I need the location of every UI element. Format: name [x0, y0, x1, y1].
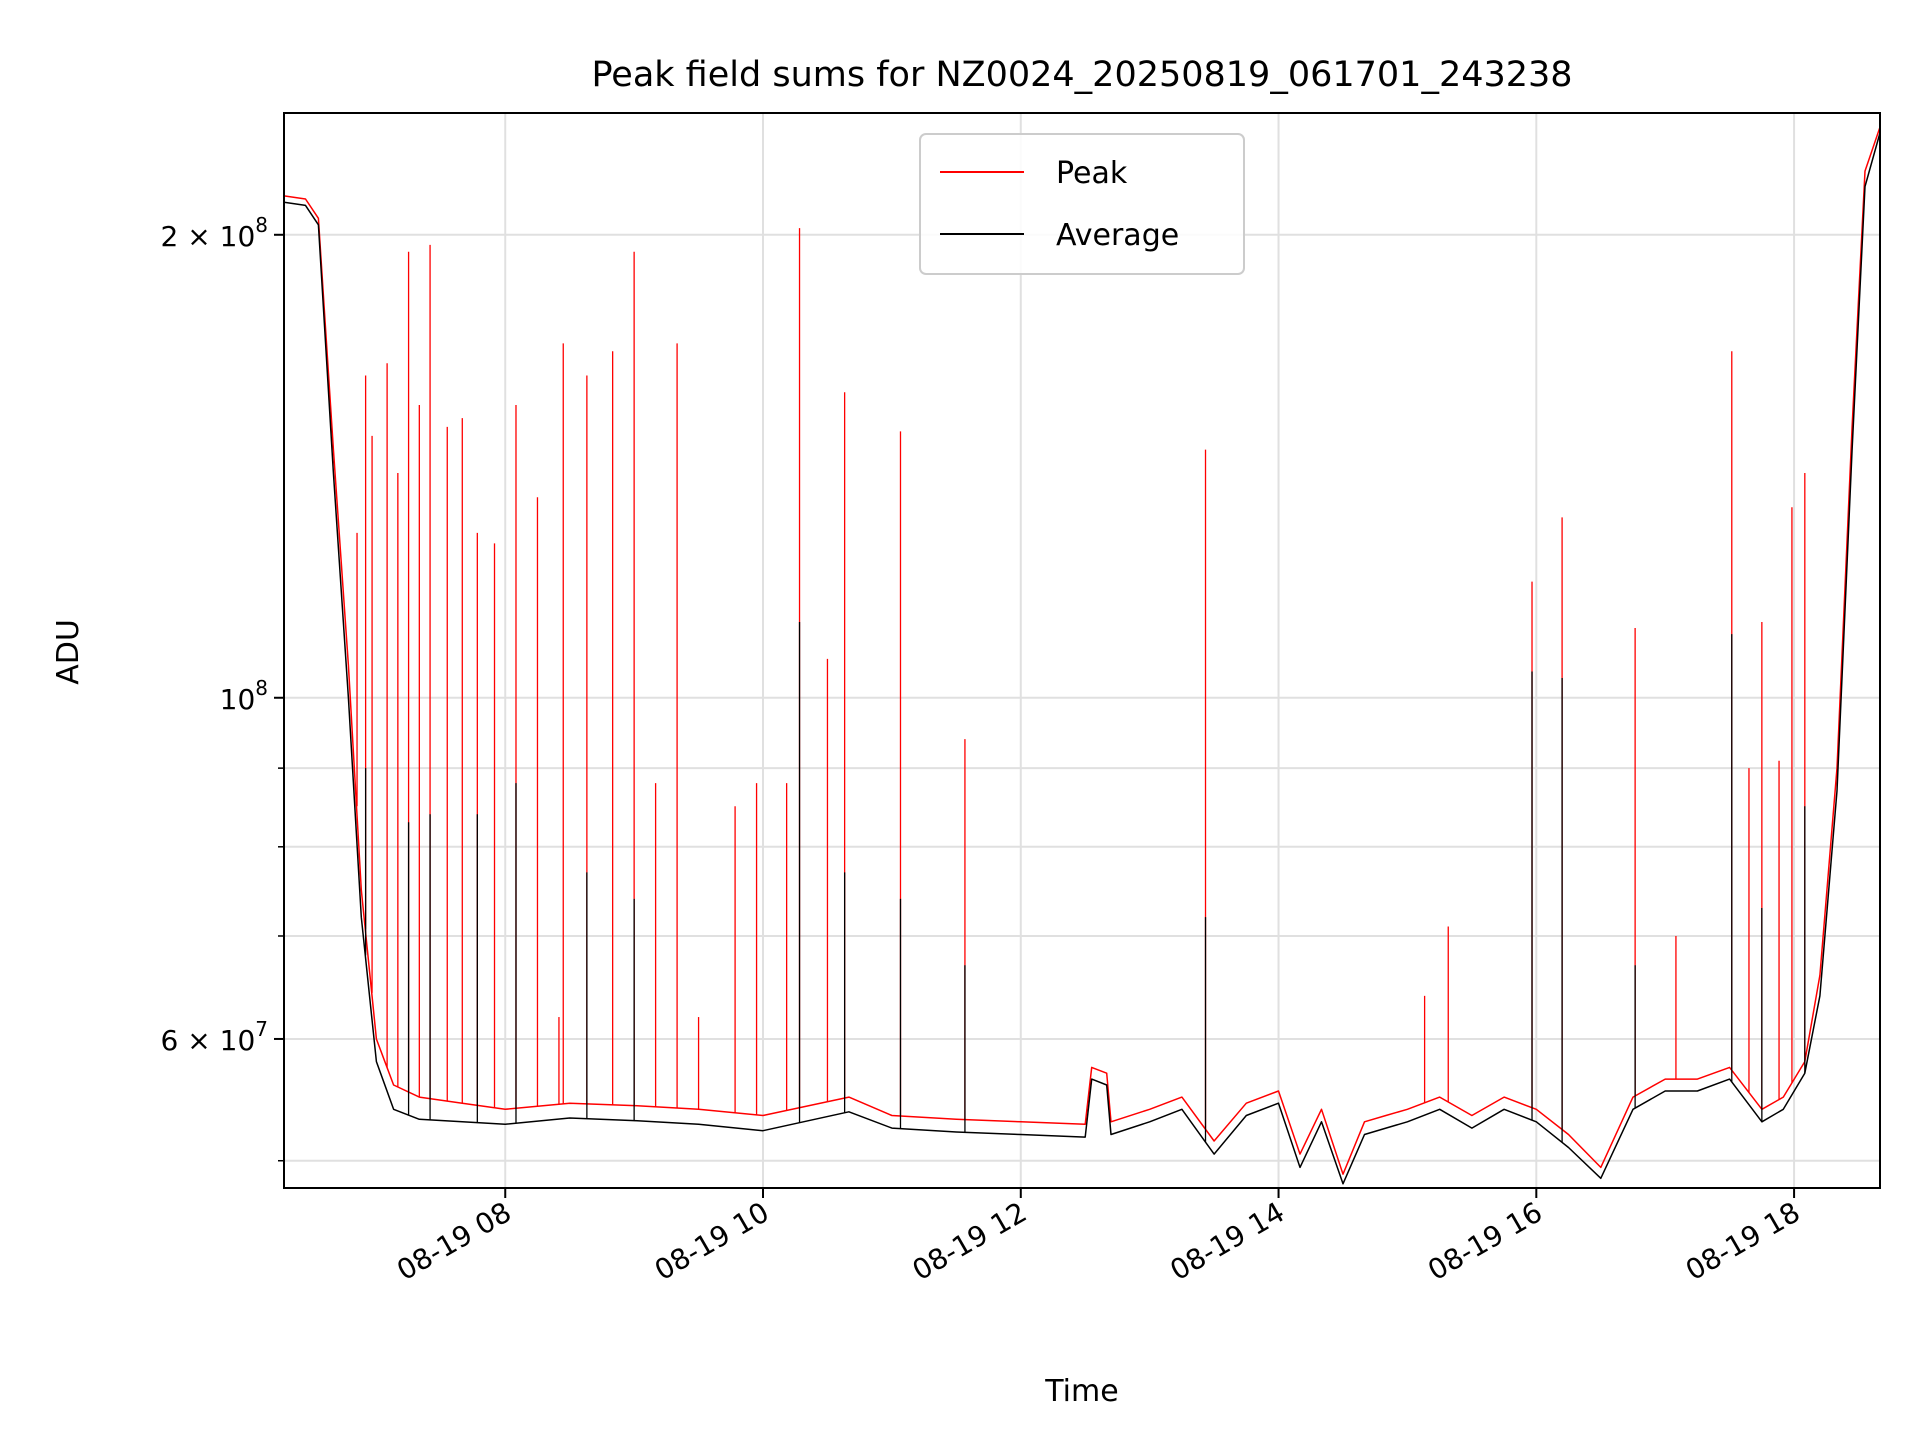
legend-label-average: Average	[1056, 218, 1179, 253]
average-series-line	[284, 132, 1880, 1185]
plot-data	[284, 126, 1880, 1185]
legend-label-peak: Peak	[1056, 156, 1128, 191]
legend: Peak Average	[919, 133, 1245, 275]
y-tick-label: 108	[220, 676, 268, 716]
x-axis-label: Time	[1044, 1374, 1118, 1409]
y-tick-label: 6 × 107	[161, 1017, 268, 1057]
y-tick-label: 2 × 108	[161, 213, 268, 253]
plot-frame	[283, 112, 1881, 1189]
chart-title: Peak field sums for NZ0024_20250819_0617…	[591, 55, 1572, 95]
peak-series-line	[284, 126, 1880, 1175]
y-axis: 6 × 107 108 2 × 108	[161, 213, 284, 1162]
legend-box	[919, 133, 1245, 275]
y-axis-label: ADU	[51, 619, 86, 685]
